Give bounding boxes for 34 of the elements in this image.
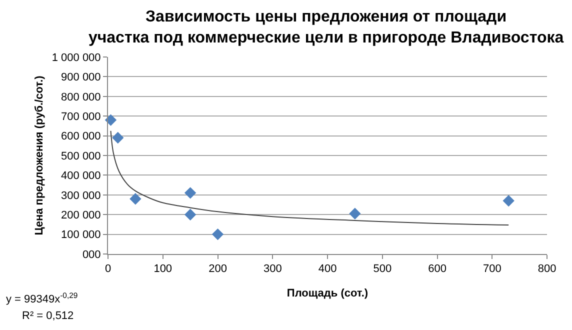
x-tick-label: 300	[263, 263, 282, 276]
x-tick-label: 100	[154, 263, 172, 276]
point	[184, 208, 196, 220]
y-tick-label: 200 000	[61, 209, 101, 222]
x-tick-label: 700	[482, 263, 502, 276]
x-tick-label: 500	[373, 263, 392, 276]
point	[212, 228, 224, 240]
x-axis-title: Площадь (сот.)	[286, 287, 368, 300]
chart-title: Зависимость цены предложения от площади участка под коммерческие цели в пригороде Владивостока	[88, 8, 564, 46]
y-tick-label: 400 000	[61, 170, 101, 182]
y-tick-label: 600 000	[61, 130, 101, 143]
point	[130, 192, 142, 205]
point	[184, 187, 196, 199]
y-tick-label: 800 000	[61, 91, 101, 104]
point	[104, 114, 117, 126]
x-tick-label: 600	[428, 263, 446, 276]
y-axis-title: Цена предложения (руб./сот.)	[34, 75, 46, 236]
point	[112, 132, 124, 144]
y-tick-label: 100 000	[61, 229, 101, 242]
text: R² = 0,512	[22, 310, 74, 322]
y-tick-label: 500 000	[61, 150, 101, 162]
line-series	[110, 130, 510, 226]
y-tick-label: 300 000	[61, 190, 101, 202]
y-tick-label: 000	[82, 248, 101, 261]
x-tick-label: 200	[208, 263, 227, 276]
point	[502, 194, 514, 207]
text: y = 99349x$^{-0,29}$	[6, 291, 78, 306]
y-tick-label: 700 000	[61, 110, 101, 123]
y-tick-label: 1 000 000	[52, 52, 101, 64]
x-tick-label: 800	[538, 263, 556, 276]
x-tick-label: 400	[318, 263, 337, 276]
point	[349, 208, 361, 220]
x-tick-label: 0	[104, 263, 112, 276]
y-tick-label: 900 000	[61, 72, 101, 84]
